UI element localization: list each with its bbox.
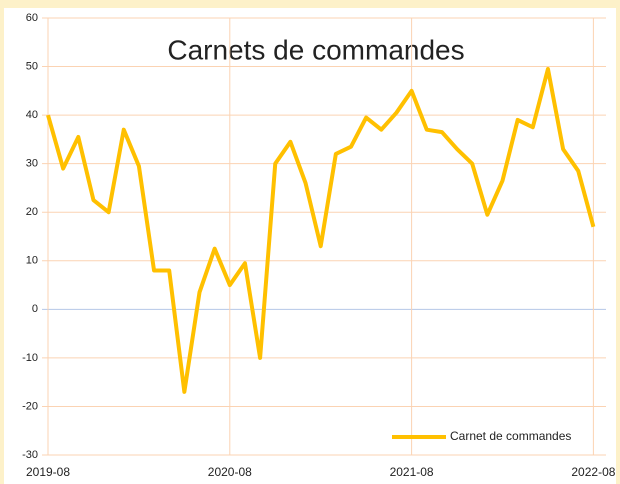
chart-title: Carnets de commandes [167, 34, 464, 65]
x-tick-label: 2022-08 [571, 465, 615, 479]
data-line [46, 66, 596, 394]
y-tick-label: 50 [26, 60, 38, 72]
y-tick-label: -10 [22, 352, 38, 364]
x-tick-label: 2021-08 [390, 465, 434, 479]
x-tick-label: 2019-08 [26, 465, 70, 479]
y-tick-label: 30 [26, 158, 38, 170]
legend-label: Carnet de commandes [450, 429, 571, 443]
y-tick-label: 10 [26, 255, 38, 267]
y-tick-label: 20 [26, 206, 38, 218]
x-tick-label: 2020-08 [208, 465, 252, 479]
y-tick-label: -30 [22, 449, 38, 461]
y-tick-label: 40 [26, 109, 38, 121]
y-tick-label: 0 [32, 303, 38, 315]
y-tick-label: 60 [26, 12, 38, 24]
y-tick-label: -20 [22, 400, 38, 412]
chart-area [4, 8, 616, 484]
